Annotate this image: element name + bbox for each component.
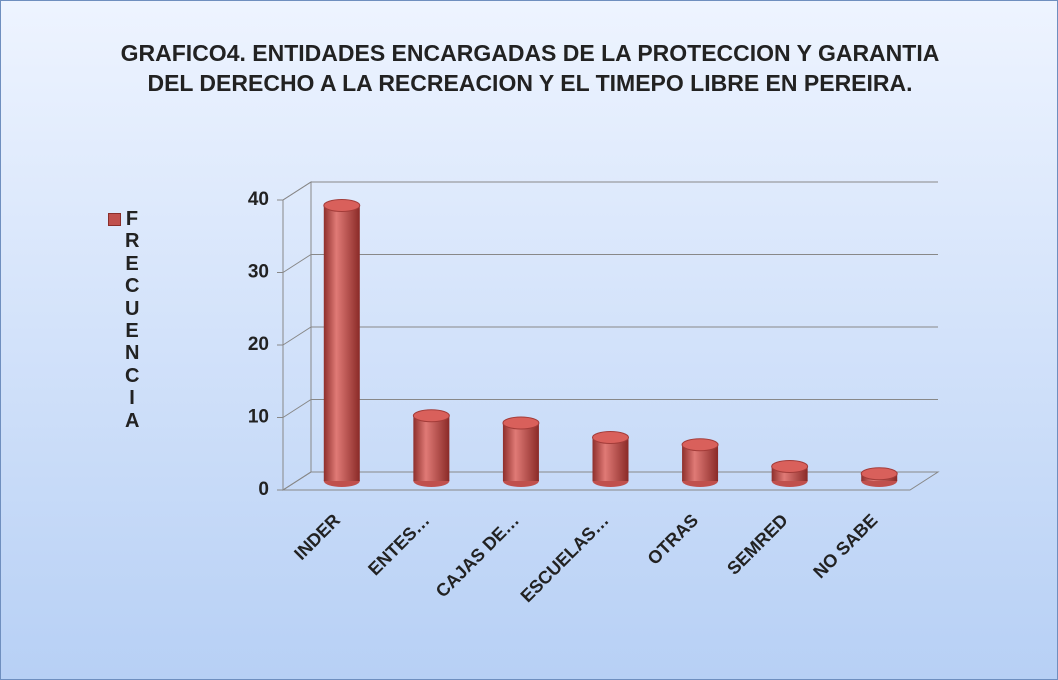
x-tick-label: NO SABE (809, 510, 881, 582)
bar-top (592, 431, 629, 444)
bar-body (502, 423, 539, 481)
legend-swatch (108, 213, 121, 226)
x-tick-label: INDER (290, 510, 344, 564)
bar-top (860, 467, 898, 481)
y-tick-label: 30 (248, 262, 269, 283)
bar (681, 438, 719, 487)
bar-top (412, 409, 450, 423)
y-tick-label: 10 (248, 407, 269, 428)
x-tick-label: ESCUELAS… (517, 510, 613, 606)
bar-top (323, 199, 361, 212)
bar (412, 409, 450, 487)
y-tick-label: 40 (248, 189, 269, 210)
bar-body (413, 415, 450, 481)
x-tick-label: SEMRED (723, 510, 792, 579)
x-tick-label: ENTES… (364, 510, 433, 579)
bar-top (681, 438, 719, 452)
y-tick-label: 20 (248, 334, 269, 355)
bar (860, 467, 898, 487)
chart-title: GRAFICO4. ENTIDADES ENCARGADAS DE LA PRO… (120, 40, 940, 96)
bar (592, 431, 629, 487)
bar (771, 460, 809, 487)
bar-body (592, 437, 629, 481)
grid-line (282, 326, 938, 346)
grid-line (282, 471, 938, 491)
legend-label: FRECUENCIA (125, 208, 140, 432)
x-tick-label: OTRAS (644, 510, 703, 569)
bar (502, 416, 540, 487)
bar-top (502, 416, 540, 430)
bar-body (323, 205, 360, 481)
bar (323, 199, 361, 487)
grid-line (282, 181, 938, 201)
grid-line (282, 399, 938, 418)
y-tick-label: 0 (258, 479, 269, 500)
x-tick-label: CAJAS DE… (432, 510, 523, 601)
bar-top (771, 460, 809, 473)
grid-line (282, 254, 938, 273)
